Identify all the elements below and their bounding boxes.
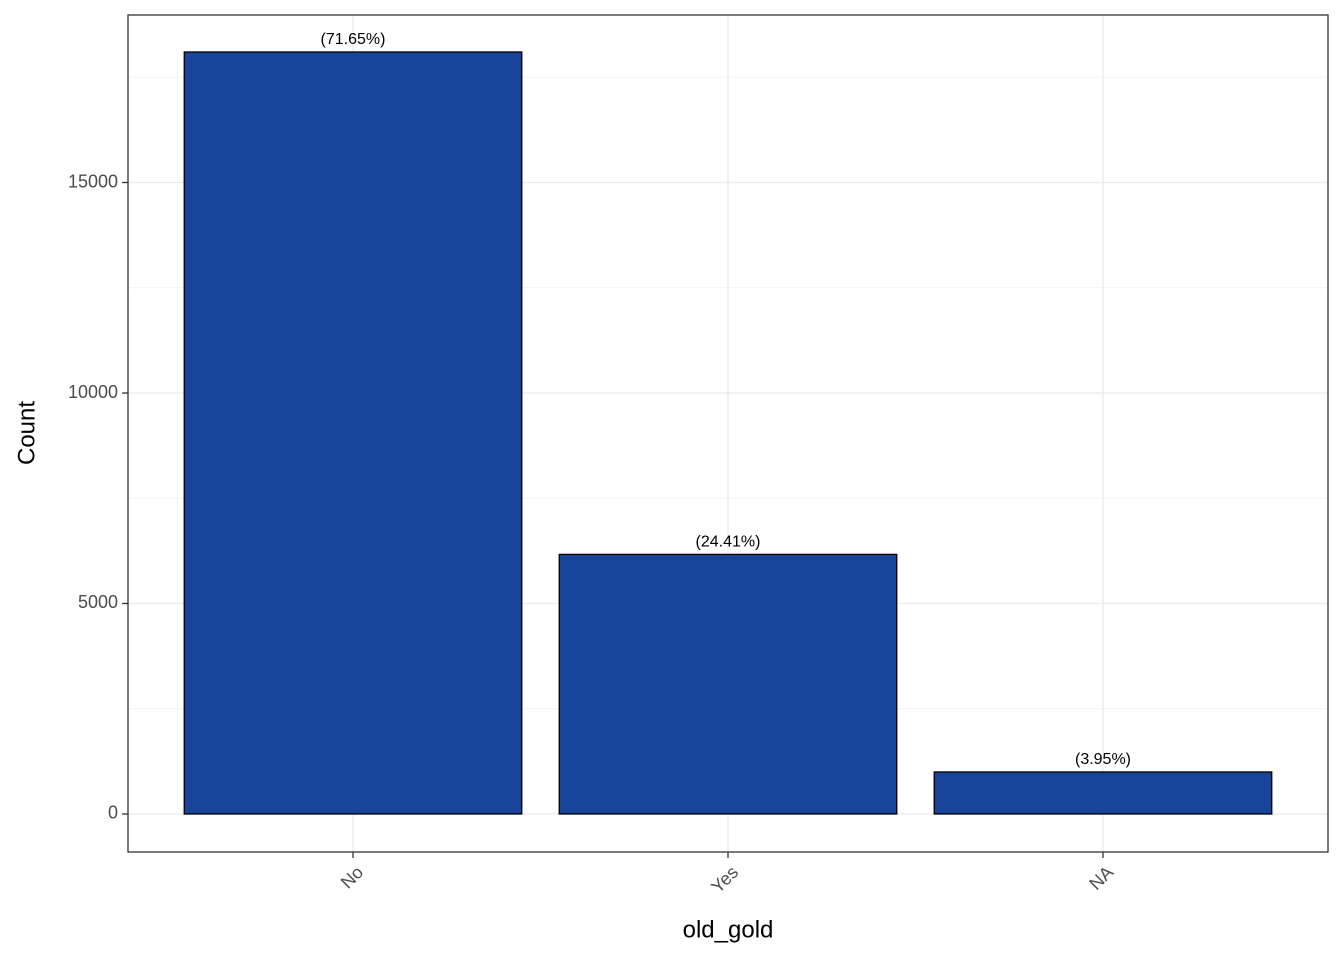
y-axis-title: Count: [13, 401, 40, 465]
bar: [558, 553, 898, 815]
marks: (71.65%) (24.41%) (3.95%): [183, 31, 1273, 815]
bar-label: (24.41%): [696, 534, 761, 551]
x-axis-title: old_gold: [683, 916, 774, 943]
y-tick-label: 10000: [68, 382, 118, 402]
y-tick-label: 0: [108, 803, 118, 823]
bar: [183, 51, 523, 815]
bar-label: (3.95%): [1075, 751, 1131, 768]
bar-label: (71.65%): [321, 31, 386, 48]
bar: [933, 771, 1273, 815]
y-tick-label: 15000: [68, 171, 118, 191]
y-tick-label: 5000: [78, 592, 118, 612]
